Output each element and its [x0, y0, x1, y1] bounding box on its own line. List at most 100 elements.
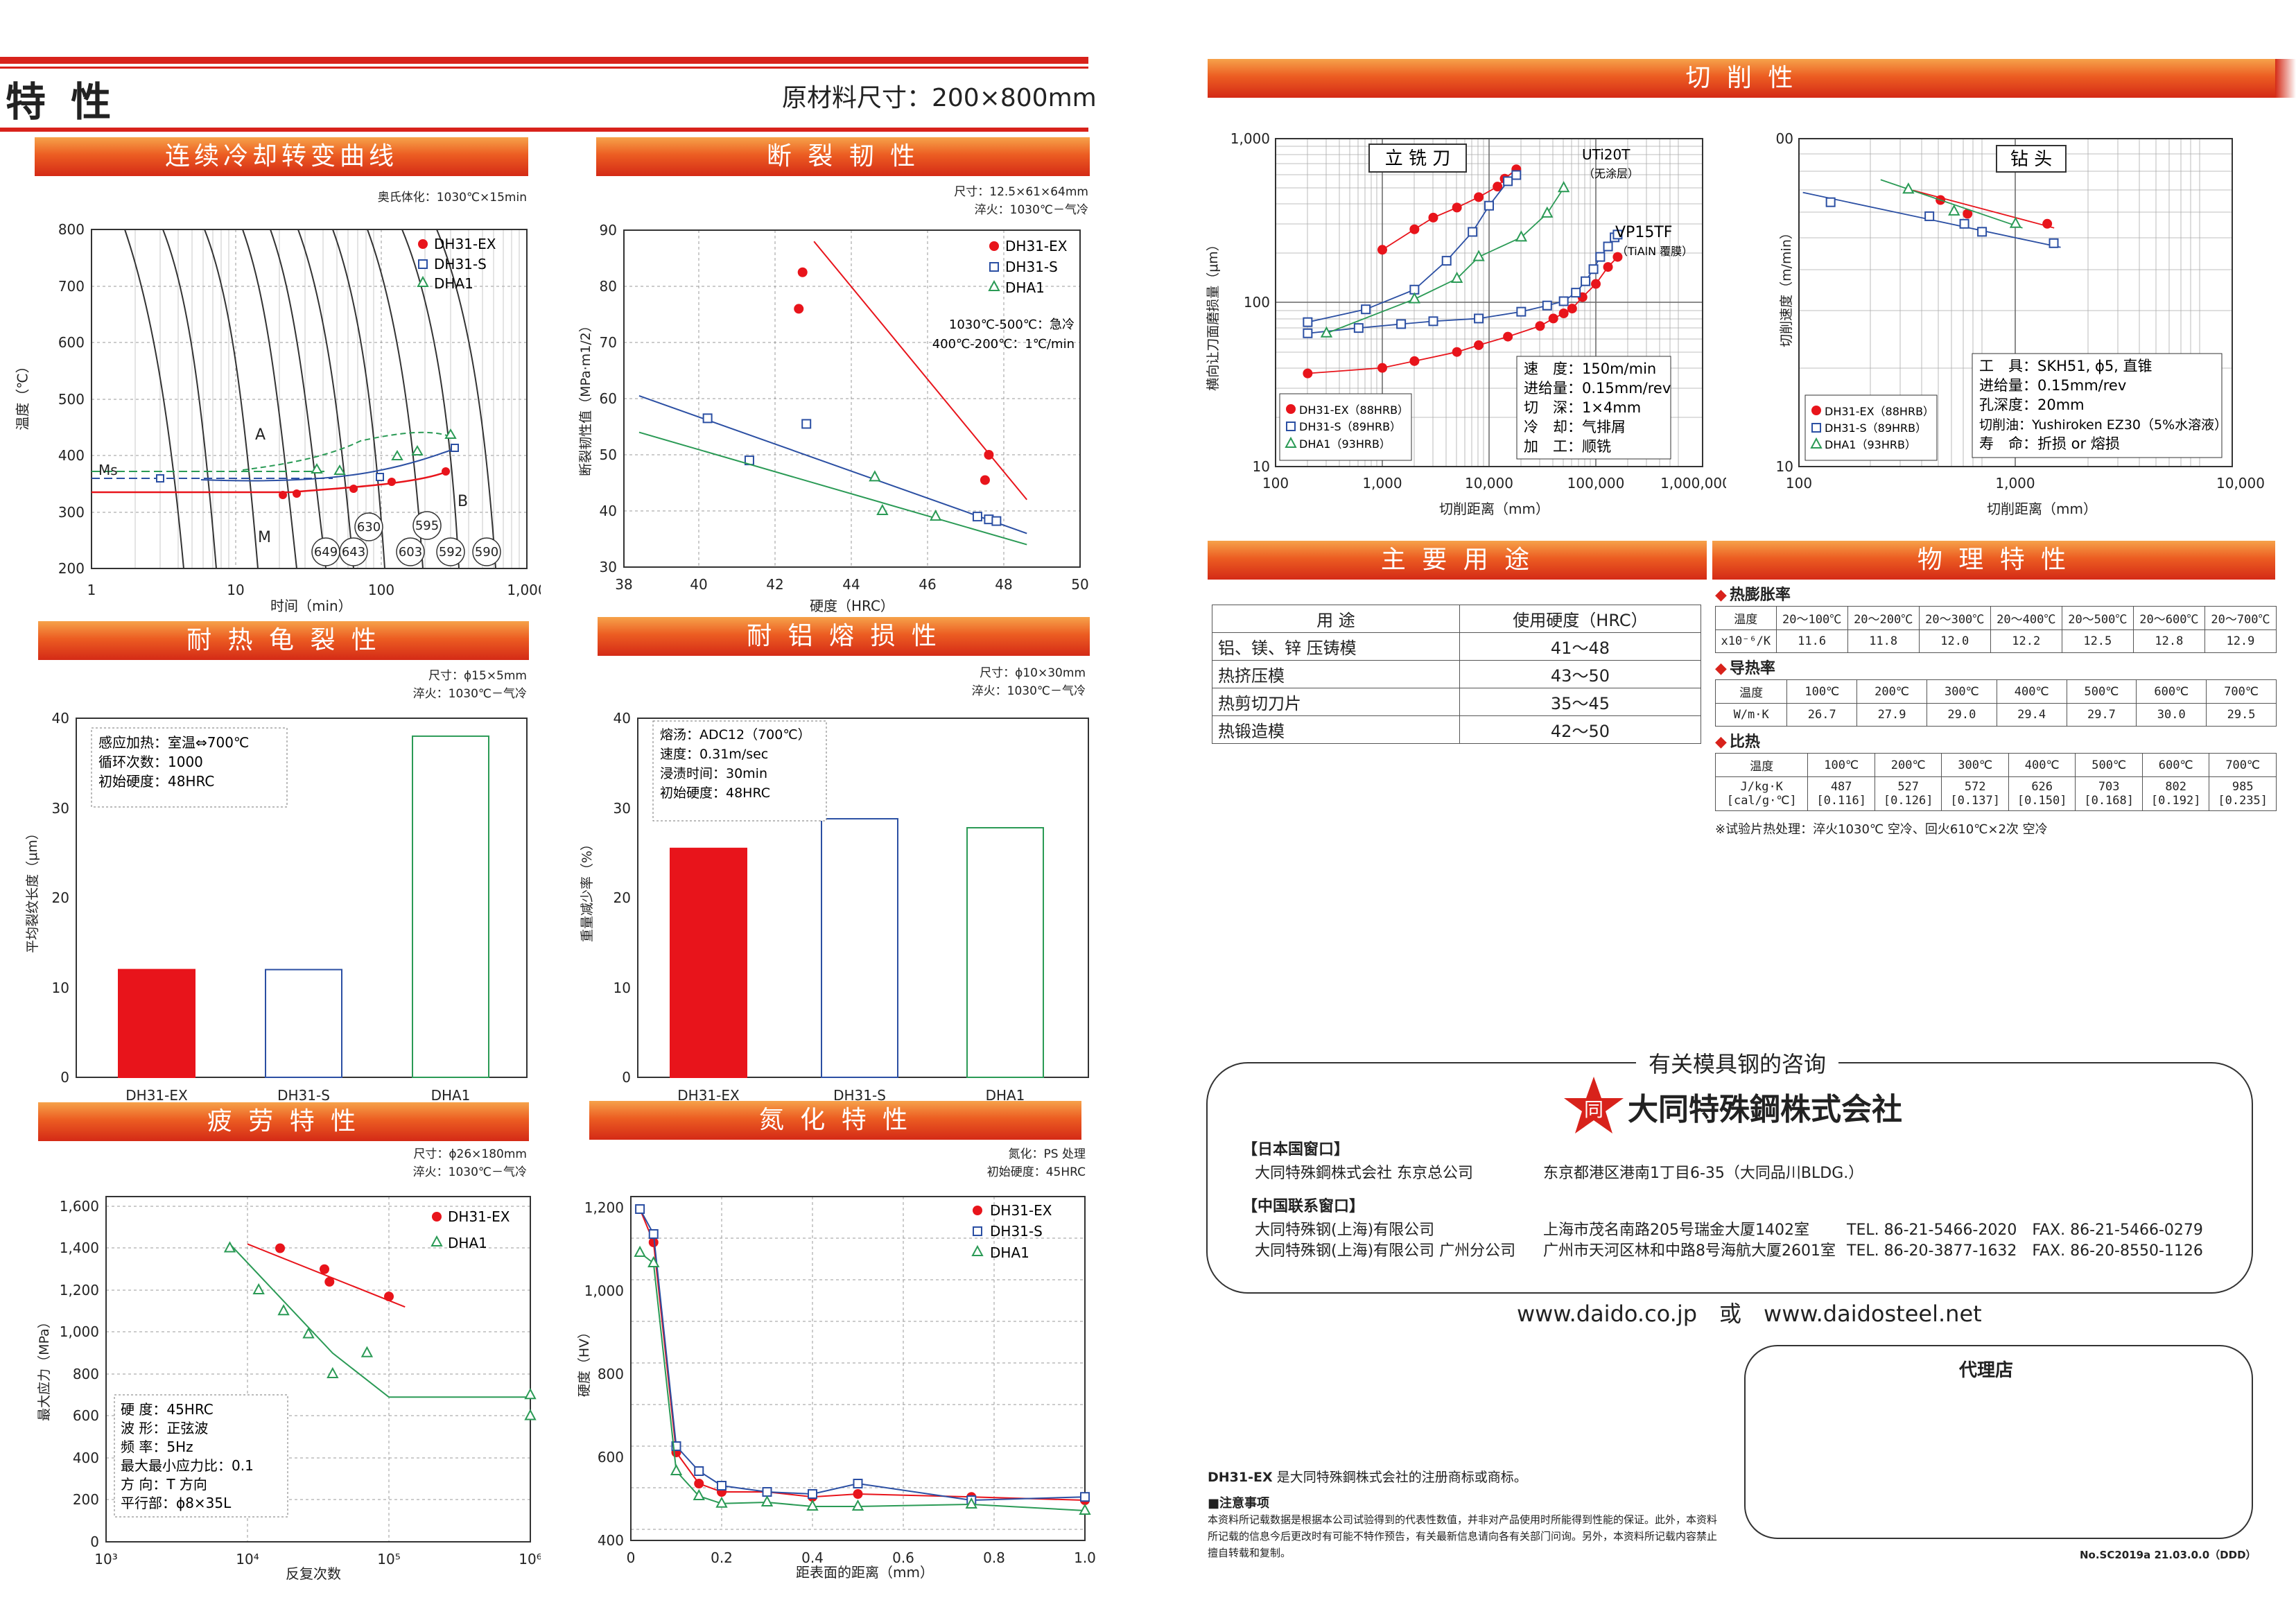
data-point-dha [1948, 204, 1960, 216]
cct-hardness: 649 [314, 545, 338, 559]
data-point-ex [1535, 321, 1545, 331]
fat-box-line: 最大最小应力比：0.1 [121, 1457, 254, 1474]
heat-box-line: 初始硬度：48HRC [98, 773, 214, 790]
x-tick: 10⁵ [377, 1551, 400, 1567]
fatigue-ylabel: 最大应力（MPa） [36, 1315, 52, 1421]
contact-heading: 有关模具钢的咨询 [1636, 1047, 1839, 1079]
y-tick: 800 [58, 221, 85, 238]
data-point-s [1595, 252, 1606, 262]
y-tick: 70 [600, 334, 617, 351]
value: 626 [0.150] [2008, 776, 2076, 811]
conductivity-text: 导热率 [1729, 660, 1775, 677]
cct-hardness: 630 [357, 520, 381, 535]
china-tel: TEL. 86-21-5466-2020 FAX. 86-21-5466-027… [1847, 1222, 2203, 1239]
nitriding-ylabel: 硬度（HV） [577, 1325, 593, 1398]
data-point-s [1428, 316, 1438, 327]
em-box-line: 切 深：1×4mm [1524, 399, 1641, 416]
value: 12.9 [2204, 629, 2277, 653]
data-point-dha [360, 1346, 374, 1357]
cct-chart: A Ms M B 649 643 630 603 595 592 590 DH3… [58, 221, 541, 598]
trademark: DH31-EX 是大同特殊鋼株式会社的注册商标或商标。 [1208, 1467, 1527, 1486]
drill-xlabel: 切削距离（mm） [1987, 501, 2097, 517]
data-point-dha [634, 1245, 646, 1257]
value: 27.9 [1856, 703, 1927, 727]
data-point-s [702, 413, 713, 424]
y-tick: 50 [600, 446, 617, 463]
series-line-dha [639, 1252, 1086, 1511]
data-point-s [1825, 197, 1836, 207]
fit-line-ex [813, 241, 1028, 501]
x-tick: 100 [1786, 475, 1812, 492]
value-cal: [0.150] [2017, 794, 2067, 808]
fracture-title: 断 裂 韧 性 [596, 137, 1090, 176]
nitriding-hardness: 初始硬度：45HRC [986, 1165, 1086, 1179]
expansion-text: 热膨胀率 [1729, 587, 1791, 604]
data-point-ex [1452, 202, 1462, 213]
y-tick: 400 [598, 1532, 624, 1549]
data-point-ex [1303, 368, 1313, 379]
data-point-ex [797, 267, 808, 277]
erosion-note: 尺寸：ϕ10×30mm 淬火：1030℃－气冷 [972, 664, 1086, 700]
use-item: 热锻造模 [1212, 715, 1460, 744]
fatigue-note: 尺寸：ϕ26×180mm 淬火：1030℃－气冷 [413, 1145, 527, 1181]
y-tick: 10 [52, 980, 69, 996]
fracture-note: 尺寸：12.5×61×64mm 淬火：1030℃－气冷 [954, 183, 1088, 219]
heat-box-line: 感应加热：室温⇔700℃ [98, 734, 249, 751]
bar-ex [118, 968, 195, 1078]
data-point-dha [223, 1241, 236, 1253]
temp: 20～100℃ [1775, 606, 1848, 630]
value: 29.5 [2206, 703, 2277, 727]
trademark-name: DH31-EX [1208, 1470, 1273, 1485]
data-point-dha [1450, 271, 1463, 283]
ero-box-line: 熔汤：ADC12（700℃） [660, 727, 811, 742]
china-office: 大同特殊钢(上海)有限公司 [1255, 1222, 1435, 1239]
data-point-s [801, 419, 812, 429]
data-point-s [1558, 296, 1569, 306]
data-point-dha [715, 1496, 728, 1508]
uses-table: 用 途使用硬度（HRC） 铝、镁、锌 压铸模 41～48 热挤压模 43～50 热剪… [1212, 605, 1702, 744]
fracture-size: 尺寸：12.5×61×64mm [954, 185, 1088, 199]
data-point-s [648, 1229, 659, 1239]
erosion-chart: 0 10 20 30 40 DH31-EX DH31-S DHA1 熔汤：ADC… [614, 710, 1089, 1104]
y-tick: 800 [73, 1366, 99, 1382]
website-links[interactable]: www.daido.co.jp 或 www.daidosteel.net [1517, 1301, 1982, 1327]
y-tick: 400 [73, 1450, 99, 1466]
cct-label-a: A [255, 426, 266, 444]
data-point-dha [693, 1488, 705, 1500]
cct-legend-ex: DH31-EX [434, 236, 496, 252]
data-point-dha [2009, 216, 2022, 228]
use-item: 热挤压模 [1212, 660, 1460, 688]
fracture-chart: 30 40 50 60 70 80 90 38 40 42 44 46 48 5… [600, 222, 1089, 593]
x-tick: 10⁶ [519, 1551, 541, 1567]
china-tel: TEL. 86-20-3877-1632 FAX. 86-20-8550-112… [1847, 1242, 2203, 1260]
value-cal: [0.126] [1883, 794, 1933, 808]
data-point-ex [2042, 218, 2053, 229]
page-title: 特 性 [6, 78, 117, 125]
temp: 20～700℃ [2204, 606, 2277, 630]
data-point-s [1571, 288, 1581, 298]
data-point-ex [1452, 347, 1462, 357]
y-tick: 0 [90, 1534, 99, 1550]
y-tick: 700 [58, 278, 85, 295]
value: 12.0 [1918, 629, 1991, 653]
ero-box-line: 初始硬度：48HRC [660, 785, 770, 801]
cct-label-b: B [458, 493, 468, 510]
value: 12.5 [2061, 629, 2134, 653]
dr-box-line: 进给量：0.15mm/rev [1979, 377, 2126, 394]
cct-title: 连续冷却转变曲线 [35, 137, 528, 176]
data-point-s [808, 1489, 817, 1499]
data-point-s [1503, 176, 1513, 186]
data-point-ex [1409, 224, 1420, 234]
y-tick: 80 [600, 278, 617, 295]
row-head-unit: J/kg·K [1740, 780, 1783, 794]
data-point-dha [302, 1327, 315, 1339]
specific-heat-text: 比热 [1729, 733, 1760, 751]
value-cal: [0.137] [1950, 794, 2000, 808]
row-head: 温度 [1715, 606, 1777, 630]
row-head-unit: [cal/g·℃] [1726, 794, 1797, 808]
x-tick: 100 [1262, 475, 1289, 492]
ero-box-line: 浸渍时间：30min [660, 766, 767, 781]
use-hardness: 43～50 [1459, 660, 1702, 688]
data-point-dha [647, 1256, 660, 1267]
x-tick: 10³ [94, 1551, 117, 1567]
